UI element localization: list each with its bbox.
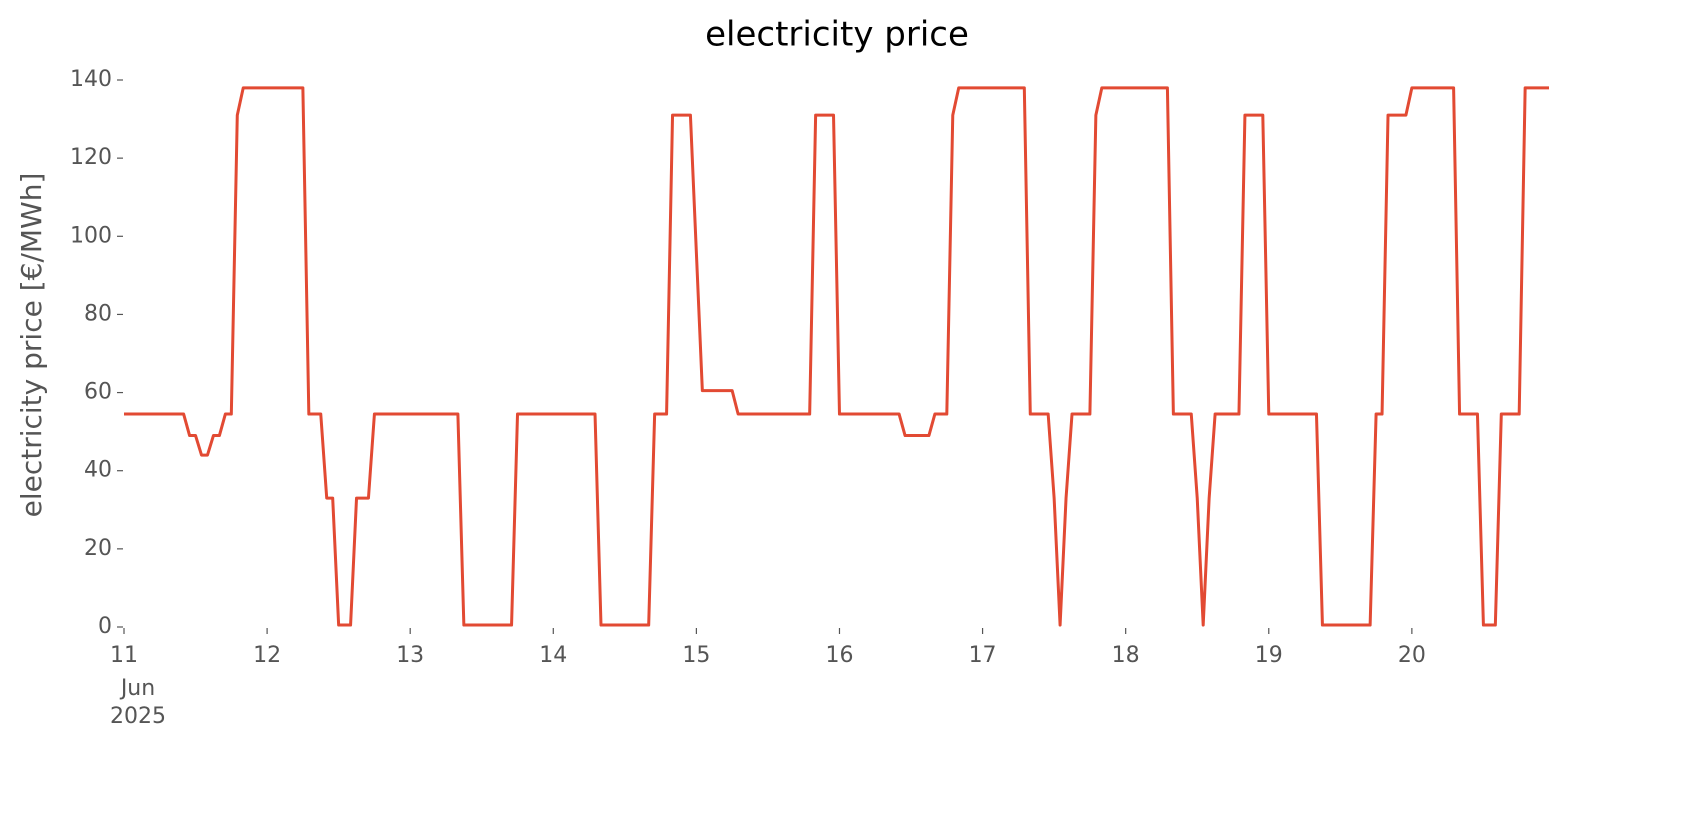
y-tick-label: 120 bbox=[70, 145, 112, 170]
x-tick-label: 13 bbox=[396, 643, 424, 668]
price-line bbox=[124, 86, 1549, 627]
y-tick-label: 0 bbox=[98, 614, 112, 639]
chart-title: electricity price bbox=[705, 15, 969, 55]
x-tick-label: 12 bbox=[253, 643, 281, 668]
x-tick-sublabel: Jun bbox=[119, 676, 155, 701]
y-tick-label: 60 bbox=[84, 380, 112, 405]
y-tick-label: 140 bbox=[70, 67, 112, 92]
y-tick-label: 100 bbox=[70, 223, 112, 248]
y-axis-label: electricity price [€/MWh] bbox=[15, 173, 48, 518]
y-tick-label: 80 bbox=[84, 301, 112, 326]
x-tick-label: 20 bbox=[1398, 643, 1426, 668]
y-tick-label: 40 bbox=[84, 458, 112, 483]
x-tick-sublabel: 2025 bbox=[110, 704, 166, 729]
x-tick-label: 11 bbox=[110, 643, 138, 668]
x-tick-label: 17 bbox=[969, 643, 997, 668]
y-tick-label: 20 bbox=[84, 536, 112, 561]
x-tick-label: 18 bbox=[1112, 643, 1140, 668]
x-tick-label: 15 bbox=[682, 643, 710, 668]
x-tick-label: 14 bbox=[539, 643, 567, 668]
x-tick-label: 19 bbox=[1255, 643, 1283, 668]
x-tick-label: 16 bbox=[825, 643, 853, 668]
